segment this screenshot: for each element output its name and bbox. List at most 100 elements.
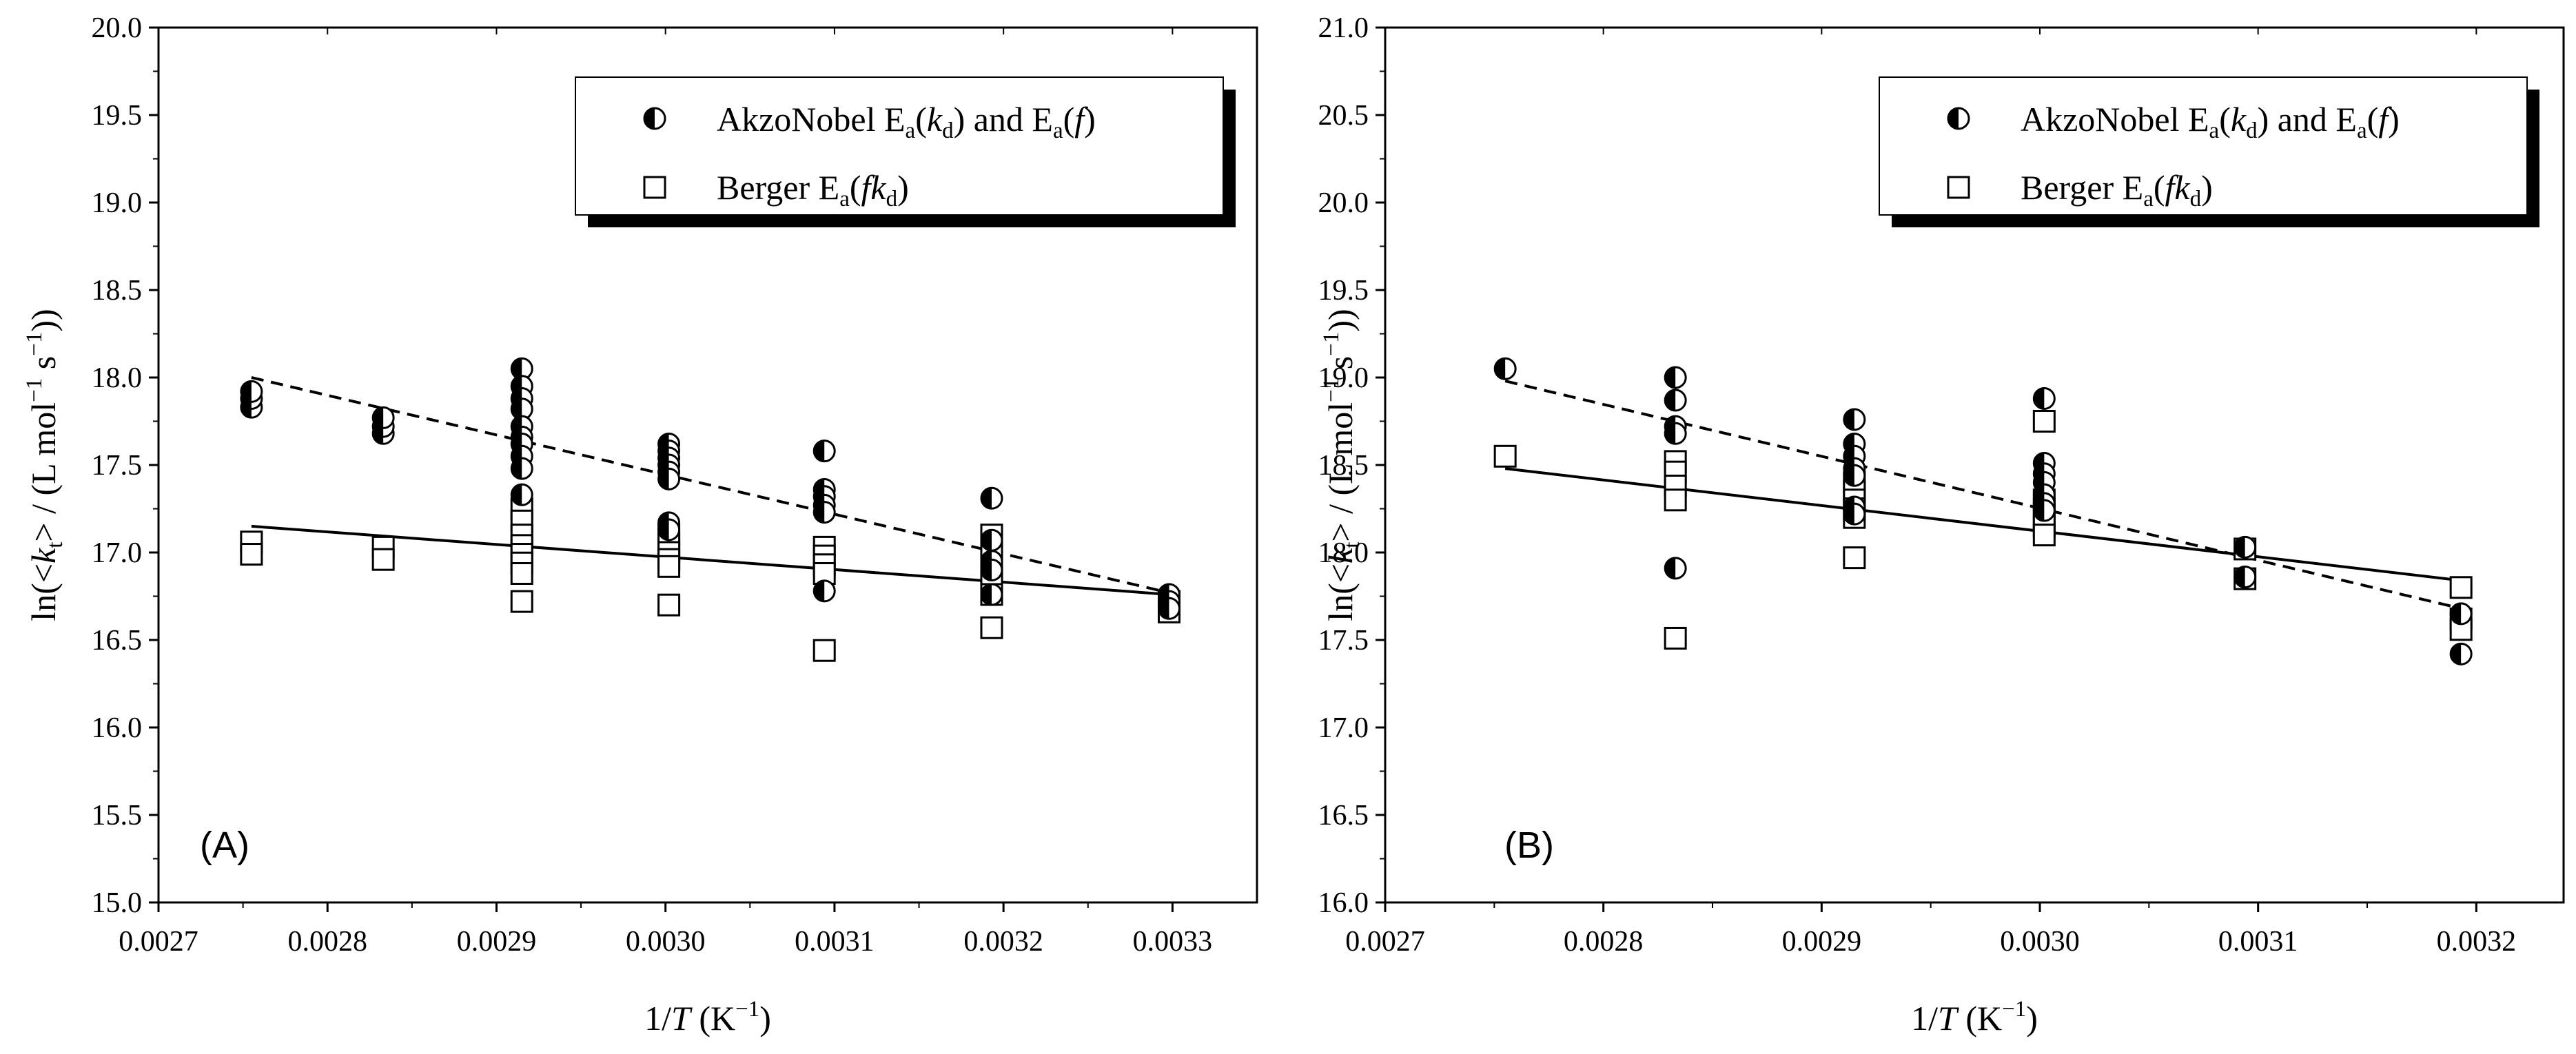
point-a-s0-9 xyxy=(510,397,533,421)
point-a-s0-34 xyxy=(980,583,1003,606)
point-a-s1-1 xyxy=(240,543,263,566)
x-tick-label-a-5: 0.0032 xyxy=(963,926,1043,958)
legend-a: AkzoNobel Ea(kd) and Ea(f) Berger Ea(fkd) xyxy=(575,76,1236,227)
point-b-s0-1 xyxy=(1664,366,1687,389)
x-tick-label-b-1: 0.0028 xyxy=(1564,926,1644,958)
point-a-s1-10 xyxy=(510,561,533,585)
x-tick-label-a-4: 0.0031 xyxy=(795,926,875,958)
y-axis-label-a: ln(<kt> / (L mol−1 s−1)) xyxy=(22,309,68,621)
x-tick-label-b-2: 0.0029 xyxy=(1782,926,1862,958)
chart-panel-b: 0.0027 0.0028 0.0029 0.0030 0.0031 0.0032 16.0… xyxy=(1318,12,2565,1037)
y-tick-label-b-1: 16.5 xyxy=(1318,800,1369,831)
y-tick-label-a-5: 17.5 xyxy=(92,450,143,482)
point-b-s0-4 xyxy=(1664,422,1687,445)
y-tick-label-a-0: 15.0 xyxy=(92,887,143,919)
point-b-s1-20 xyxy=(2449,576,2473,599)
y-tick-label-a-3: 16.5 xyxy=(92,625,143,657)
y-tick-label-b-6: 19.0 xyxy=(1318,362,1369,394)
point-b-s1-0 xyxy=(1493,444,1517,468)
point-a-s1-22 xyxy=(812,639,836,662)
point-a-s1-28 xyxy=(980,616,1003,639)
y-axis-label-b: ln(<kt> / (L mol−1 s−1)) xyxy=(1319,309,1364,621)
point-b-s0-21 xyxy=(2233,566,2257,589)
point-a-s0-15 xyxy=(510,483,533,506)
y-tick-label-b-3: 17.5 xyxy=(1318,625,1369,657)
point-b-s0-5 xyxy=(1664,557,1687,580)
point-a-s0-14 xyxy=(510,457,533,480)
point-a-s0-31 xyxy=(980,528,1003,552)
point-a-s0-2 xyxy=(240,380,263,403)
point-a-s0-21 xyxy=(657,467,681,490)
x-tick-label-b-0: 0.0027 xyxy=(1345,926,1425,958)
point-b-s1-5 xyxy=(1664,626,1687,650)
y-tick-label-a-7: 18.5 xyxy=(92,275,143,307)
point-a-s0-30 xyxy=(980,486,1003,510)
point-b-s1-4 xyxy=(1664,488,1687,512)
legend-label-a-0: AkzoNobel Ea(kd) and Ea(f) xyxy=(717,100,1096,143)
y-tick-label-a-8: 19.0 xyxy=(92,187,143,219)
point-a-s1-3 xyxy=(371,548,395,571)
x-tick-label-a-6: 0.0033 xyxy=(1133,926,1213,958)
point-b-s0-0 xyxy=(1493,357,1517,380)
point-b-s1-12 xyxy=(2032,410,2056,433)
point-a-s0-28 xyxy=(812,501,836,524)
point-b-s0-19 xyxy=(2032,499,2056,522)
y-tick-label-b-9: 20.5 xyxy=(1318,100,1369,132)
legend-label-b-1: Berger Ea(fkd) xyxy=(2021,168,2213,211)
point-a-s0-29 xyxy=(812,579,836,603)
point-a-s1-11 xyxy=(510,590,533,613)
x-tick-label-b-5: 0.0032 xyxy=(2437,926,2517,958)
point-b-s1-17 xyxy=(2032,524,2056,547)
point-a-s1-17 xyxy=(657,593,681,617)
panel-label-b: (B) xyxy=(1504,825,1554,866)
y-tick-label-b-0: 16.0 xyxy=(1318,887,1369,919)
x-tick-label-b-4: 0.0031 xyxy=(2218,926,2298,958)
y-tick-label-b-2: 17.0 xyxy=(1318,712,1369,744)
y-tick-label-b-10: 21.0 xyxy=(1318,12,1369,44)
fit-line-a-1 xyxy=(251,524,1169,596)
y-tick-label-a-2: 16.0 xyxy=(92,712,143,744)
x-tick-label-a-1: 0.0028 xyxy=(287,926,367,958)
legend-marker-a-1 xyxy=(643,176,666,199)
point-a-s0-5 xyxy=(371,406,395,429)
point-b-s0-13 xyxy=(2032,386,2056,410)
point-a-s0-37 xyxy=(1157,597,1180,620)
y-tick-label-b-4: 18.0 xyxy=(1318,537,1369,569)
point-a-s1-16 xyxy=(657,555,681,578)
point-b-s1-11 xyxy=(1843,546,1866,570)
y-tick-label-b-5: 18.5 xyxy=(1318,450,1369,482)
x-tick-label-a-3: 0.0030 xyxy=(626,926,706,958)
y-tick-label-b-7: 19.5 xyxy=(1318,275,1369,307)
x-tick-label-a-0: 0.0027 xyxy=(119,926,198,958)
x-tick-label-b-3: 0.0030 xyxy=(2000,926,2080,958)
y-tick-label-a-6: 18.0 xyxy=(92,362,143,394)
point-b-s0-22 xyxy=(2449,602,2473,626)
y-tick-label-a-10: 20.0 xyxy=(92,12,143,44)
point-b-s0-10 xyxy=(1843,464,1866,487)
point-a-s0-33 xyxy=(980,558,1003,581)
y-tick-label-a-9: 19.5 xyxy=(92,100,143,132)
legend-label-a-1: Berger Ea(fkd) xyxy=(717,168,909,211)
fit-line-b-0 xyxy=(1504,380,2462,610)
chart-panel-a: 0.0027 0.0028 0.0029 0.0030 0.0031 0.0032 0.00… xyxy=(22,12,1258,1037)
point-b-s0-20 xyxy=(2233,535,2257,559)
point-b-s0-12 xyxy=(1843,502,1866,526)
legend-marker-a-0 xyxy=(643,107,666,130)
fit-line-a-0 xyxy=(251,376,1169,595)
legend-marker-b-1 xyxy=(1947,176,1970,199)
x-axis-label-b: 1/T (K−1) xyxy=(1911,997,2038,1037)
legend-marker-b-0 xyxy=(1947,107,1970,130)
legend-b: AkzoNobel Ea(kd) and Ea(f) Berger Ea(fkd) xyxy=(1879,76,2539,227)
point-b-s0-2 xyxy=(1664,389,1687,412)
point-b-s0-6 xyxy=(1843,408,1866,431)
panel-label-a: (A) xyxy=(200,825,249,866)
x-axis-label-a: 1/T (K−1) xyxy=(644,997,771,1037)
y-tick-label-b-8: 20.0 xyxy=(1318,187,1369,219)
point-a-s0-24 xyxy=(812,440,836,463)
point-a-s0-23 xyxy=(657,518,681,541)
legend-label-b-0: AkzoNobel Ea(kd) and Ea(f) xyxy=(2021,100,2400,143)
y-tick-label-a-4: 17.0 xyxy=(92,537,143,569)
point-b-s0-23 xyxy=(2449,642,2473,665)
x-tick-label-a-2: 0.0029 xyxy=(457,926,537,958)
